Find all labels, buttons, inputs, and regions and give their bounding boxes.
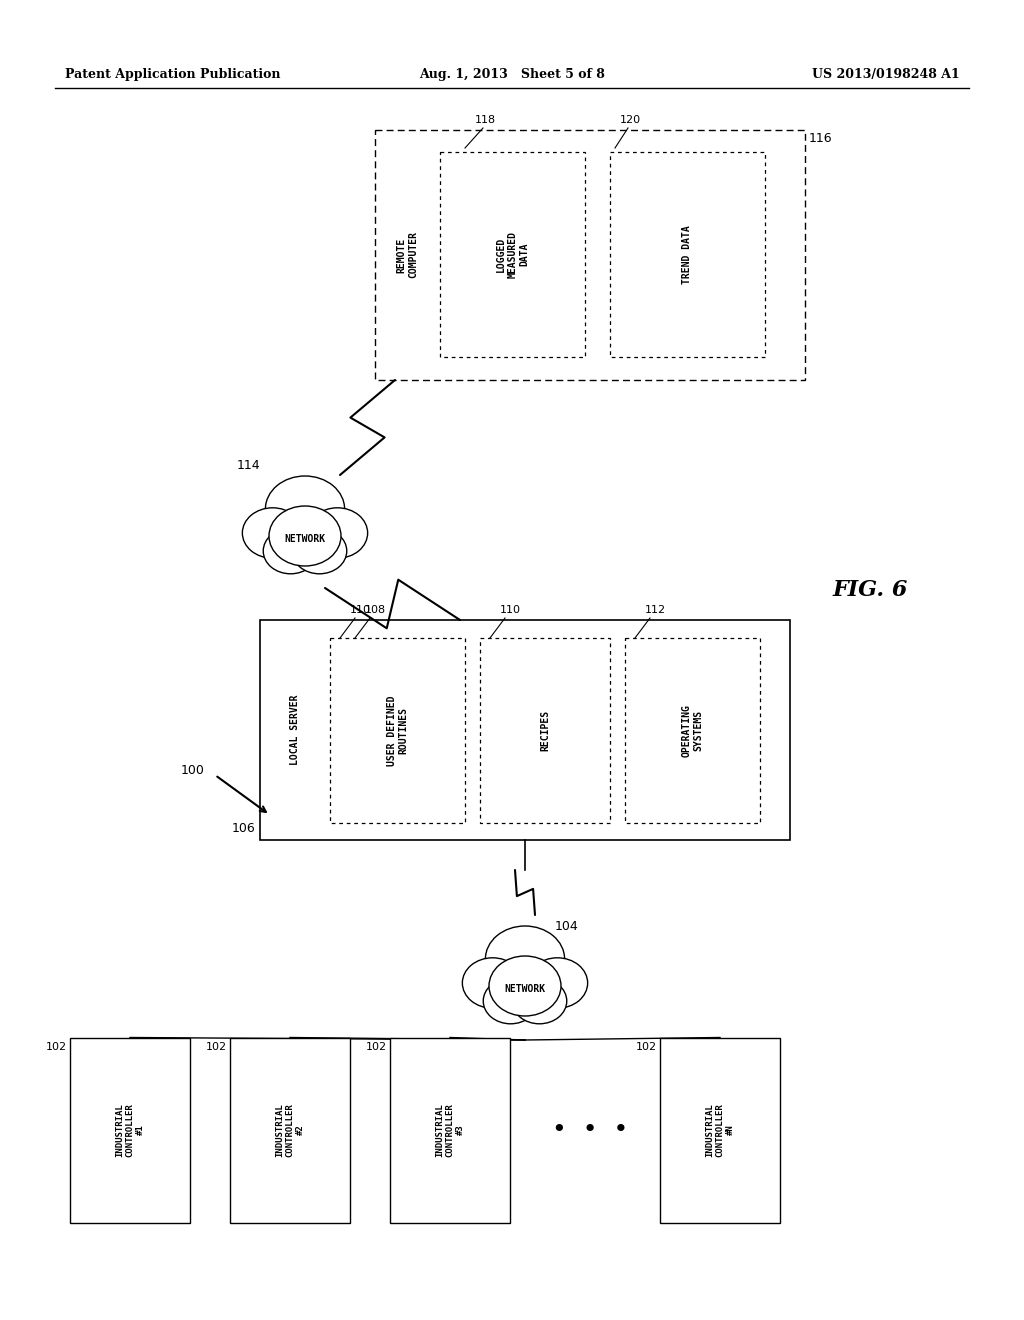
Text: INDUSTRIAL
CONTROLLER
#1: INDUSTRIAL CONTROLLER #1 bbox=[115, 1104, 145, 1156]
Text: OPERATING
SYSTEMS: OPERATING SYSTEMS bbox=[682, 704, 703, 756]
Text: 108: 108 bbox=[365, 605, 386, 615]
Text: INDUSTRIAL
CONTROLLER
#N: INDUSTRIAL CONTROLLER #N bbox=[706, 1104, 735, 1156]
Text: RECIPES: RECIPES bbox=[540, 710, 550, 751]
Text: 104: 104 bbox=[555, 920, 579, 933]
Ellipse shape bbox=[263, 528, 318, 574]
Text: NETWORK: NETWORK bbox=[505, 983, 546, 994]
Text: 118: 118 bbox=[475, 115, 496, 125]
Text: Aug. 1, 2013   Sheet 5 of 8: Aug. 1, 2013 Sheet 5 of 8 bbox=[419, 69, 605, 81]
Text: 102: 102 bbox=[366, 1043, 387, 1052]
Text: 102: 102 bbox=[46, 1043, 67, 1052]
Text: LOGGED
MEASURED
DATA: LOGGED MEASURED DATA bbox=[496, 231, 529, 279]
Text: INDUSTRIAL
CONTROLLER
#3: INDUSTRIAL CONTROLLER #3 bbox=[435, 1104, 465, 1156]
Bar bbox=[230, 1038, 350, 1222]
Text: US 2013/0198248 A1: US 2013/0198248 A1 bbox=[812, 69, 961, 81]
Text: REMOTE
COMPUTER: REMOTE COMPUTER bbox=[396, 231, 418, 279]
Bar bbox=[330, 638, 465, 822]
Bar bbox=[375, 129, 805, 380]
Text: 100: 100 bbox=[181, 763, 205, 776]
Ellipse shape bbox=[269, 506, 341, 566]
Text: INDUSTRIAL
CONTROLLER
#2: INDUSTRIAL CONTROLLER #2 bbox=[275, 1104, 305, 1156]
Text: Patent Application Publication: Patent Application Publication bbox=[65, 69, 281, 81]
Ellipse shape bbox=[463, 958, 523, 1008]
Ellipse shape bbox=[483, 978, 538, 1024]
Text: 102: 102 bbox=[206, 1043, 227, 1052]
Text: 120: 120 bbox=[620, 115, 641, 125]
Ellipse shape bbox=[243, 508, 303, 558]
Ellipse shape bbox=[512, 978, 566, 1024]
Text: 102: 102 bbox=[636, 1043, 657, 1052]
Text: 116: 116 bbox=[809, 132, 833, 145]
Ellipse shape bbox=[307, 508, 368, 558]
Text: 114: 114 bbox=[237, 459, 261, 473]
Text: NETWORK: NETWORK bbox=[285, 535, 326, 544]
Bar bbox=[660, 1038, 780, 1222]
Text: FIG. 6: FIG. 6 bbox=[833, 579, 907, 601]
Text: USER DEFINED
ROUTINES: USER DEFINED ROUTINES bbox=[387, 696, 409, 766]
Bar bbox=[260, 620, 790, 840]
Text: 106: 106 bbox=[231, 822, 255, 836]
Ellipse shape bbox=[527, 958, 588, 1008]
Bar bbox=[480, 638, 610, 822]
Ellipse shape bbox=[485, 927, 564, 993]
Text: LOCAL SERVER: LOCAL SERVER bbox=[290, 694, 300, 766]
Bar bbox=[625, 638, 760, 822]
Bar bbox=[440, 152, 585, 356]
Text: 110: 110 bbox=[350, 605, 371, 615]
Text: •  •  •: • • • bbox=[552, 1118, 628, 1142]
Bar bbox=[390, 1038, 510, 1222]
Bar bbox=[70, 1038, 190, 1222]
Ellipse shape bbox=[489, 956, 561, 1016]
Bar bbox=[610, 152, 765, 356]
Text: 110: 110 bbox=[500, 605, 521, 615]
Ellipse shape bbox=[292, 528, 347, 574]
Text: TREND DATA: TREND DATA bbox=[683, 226, 692, 284]
Text: 112: 112 bbox=[645, 605, 667, 615]
Ellipse shape bbox=[265, 477, 345, 543]
